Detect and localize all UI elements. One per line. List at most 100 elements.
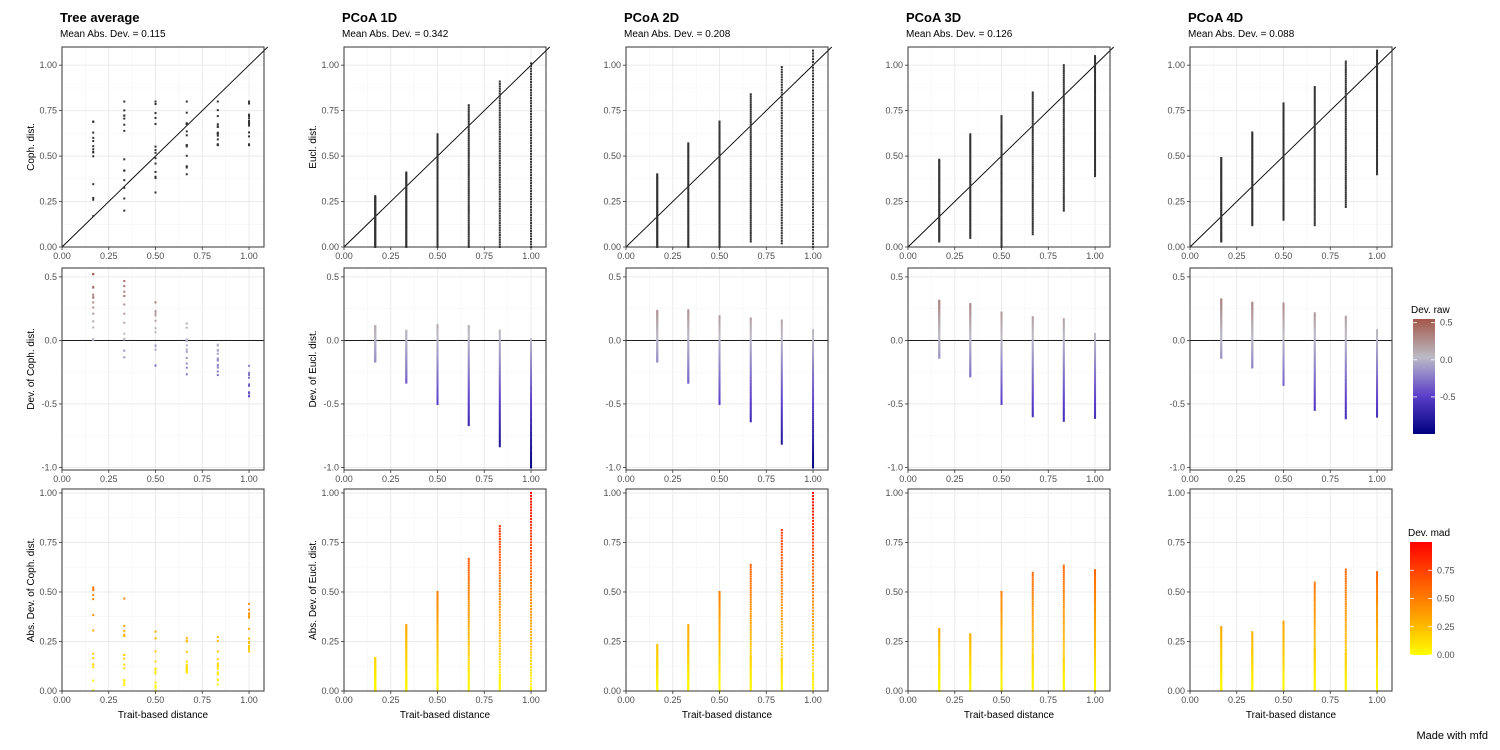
data-point: [780, 119, 783, 122]
data-point: [1000, 626, 1003, 629]
data-point: [1094, 665, 1097, 668]
data-point: [154, 157, 157, 160]
data-point: [938, 193, 941, 196]
data-point: [656, 229, 659, 232]
x-tick-label: 0.00: [335, 695, 353, 705]
data-point: [123, 100, 126, 103]
data-point: [718, 175, 721, 178]
data-point: [498, 334, 501, 337]
data-point: [436, 649, 439, 652]
data-point: [969, 334, 972, 337]
data-point: [405, 175, 408, 178]
data-point: [530, 401, 533, 404]
data-point: [749, 125, 752, 128]
data-point: [812, 507, 815, 510]
data-point: [656, 222, 659, 225]
data-point: [1094, 680, 1097, 683]
data-point: [1031, 116, 1034, 119]
data-point: [92, 196, 95, 199]
data-point: [812, 211, 815, 214]
data-point: [718, 361, 721, 364]
data-point: [656, 658, 659, 661]
data-point: [405, 208, 408, 211]
data-point: [812, 404, 815, 407]
data-point: [687, 312, 690, 315]
data-point: [969, 374, 972, 377]
x-tick-label: 0.75: [758, 251, 776, 261]
data-point: [498, 592, 501, 595]
data-point: [969, 659, 972, 662]
data-point: [498, 126, 501, 129]
data-point: [969, 227, 972, 230]
data-point: [405, 185, 408, 188]
data-point: [749, 121, 752, 124]
data-point: [530, 83, 533, 86]
data-point: [216, 109, 219, 112]
data-point: [1282, 132, 1285, 135]
data-point: [812, 416, 815, 419]
data-point: [749, 633, 752, 636]
data-point: [498, 128, 501, 131]
data-point: [780, 385, 783, 388]
data-point: [812, 622, 815, 625]
data-point: [436, 369, 439, 372]
data-point: [749, 219, 752, 222]
data-point: [530, 421, 533, 424]
data-point: [1344, 142, 1347, 145]
data-point: [1344, 92, 1347, 95]
data-point: [687, 336, 690, 339]
data-point: [687, 624, 690, 627]
data-point: [436, 151, 439, 154]
data-point: [656, 205, 659, 208]
data-point: [812, 430, 815, 433]
data-point: [1094, 667, 1097, 670]
data-point: [656, 215, 659, 218]
data-point: [530, 446, 533, 449]
data-point: [687, 175, 690, 178]
data-point: [467, 573, 470, 576]
data-point: [1062, 129, 1065, 132]
data-point: [1031, 634, 1034, 637]
data-point: [1344, 68, 1347, 71]
data-point: [467, 379, 470, 382]
data-point: [1031, 415, 1034, 418]
data-point: [780, 383, 783, 386]
data-point: [1094, 580, 1097, 583]
data-point: [1031, 380, 1034, 383]
data-point: [812, 584, 815, 587]
data-point: [780, 433, 783, 436]
data-point: [812, 237, 815, 240]
data-point: [749, 335, 752, 338]
data-point: [812, 75, 815, 78]
data-point: [1062, 571, 1065, 574]
data-point: [1062, 387, 1065, 390]
data-point: [530, 616, 533, 619]
data-point: [1062, 363, 1065, 366]
data-point: [467, 604, 470, 607]
data-point: [812, 388, 815, 391]
data-point: [969, 335, 972, 338]
data-point: [498, 349, 501, 352]
data-point: [1282, 215, 1285, 218]
data-point: [1031, 662, 1034, 665]
data-point: [812, 83, 815, 86]
data-point: [530, 405, 533, 408]
data-point: [749, 638, 752, 641]
data-point: [1000, 376, 1003, 379]
data-point: [812, 191, 815, 194]
data-point: [938, 661, 941, 664]
data-point: [1344, 182, 1347, 185]
data-point: [1000, 348, 1003, 351]
data-point: [1094, 81, 1097, 84]
data-point: [812, 63, 815, 66]
data-point: [812, 100, 815, 103]
data-point: [498, 111, 501, 114]
data-point: [718, 652, 721, 655]
data-point: [436, 621, 439, 624]
data-point: [248, 143, 251, 146]
data-point: [1094, 356, 1097, 359]
data-point: [1062, 329, 1065, 332]
data-point: [498, 154, 501, 157]
y-tick-label: -1.0: [323, 462, 339, 472]
